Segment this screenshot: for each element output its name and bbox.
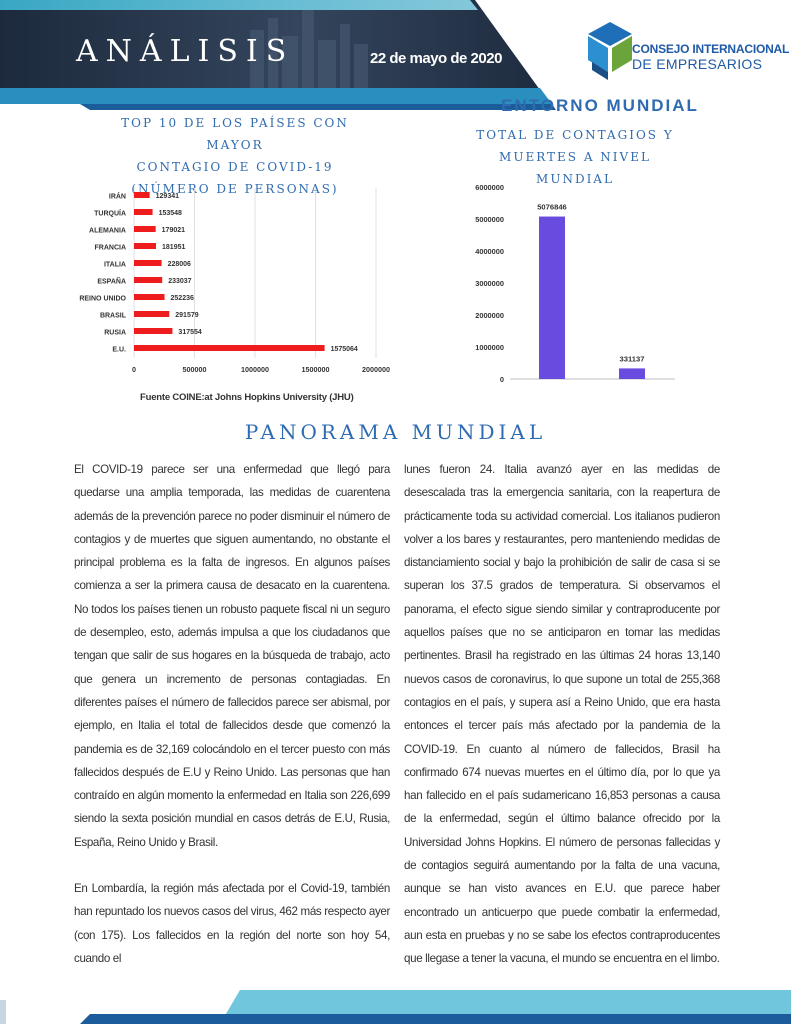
data-label: 331137 [620, 354, 645, 363]
x-tick-label: 2000000 [362, 365, 390, 374]
y-tick-label: 3000000 [475, 279, 504, 288]
y-tick-label: 6000000 [475, 183, 504, 192]
category-label: FRANCIA [95, 245, 127, 252]
data-label: 233037 [168, 278, 191, 285]
category-label: ALEMANIA [89, 228, 126, 235]
article-paragraph: En Lombardía, la región más afectada por… [74, 882, 390, 965]
left-chart-title-line: (NÚMERO DE PERSONAS) [131, 182, 339, 196]
category-label: IRÁN [109, 192, 126, 201]
chart-source-note: Fuente COINE:at Johns Hopkins University… [140, 392, 354, 403]
bar [134, 277, 163, 283]
bar [134, 294, 165, 300]
category-label: TURQUÍA [94, 209, 126, 218]
logo-mark-icon [588, 22, 632, 80]
bar [134, 243, 157, 249]
logo-text-line2: DE EMPRESARIOS [632, 56, 763, 72]
data-label: 181951 [162, 244, 185, 251]
logo: CONSEJO INTERNACIONAL DE EMPRESARIOS [584, 20, 789, 84]
right-chart-title: TOTAL DE CONTAGIOS Y MUERTES A NIVEL MUN… [460, 124, 690, 190]
x-tick-label: 1500000 [302, 365, 330, 374]
bar [134, 311, 170, 317]
global-cases-deaths-bar-chart: 0 1000000 2000000 3000000 4000000 5000000 6000… [475, 183, 675, 384]
bar [134, 345, 325, 351]
y-tick-label: 2000000 [475, 311, 504, 320]
right-chart-title-line: TOTAL DE CONTAGIOS Y [476, 128, 674, 142]
left-chart-title-line: CONTAGIO DE COVID-19 [136, 160, 334, 174]
y-tick-label: 4000000 [475, 247, 504, 256]
footer-banner [0, 990, 791, 1024]
data-label: 228006 [168, 261, 191, 268]
logo-text-line1: CONSEJO INTERNACIONAL [632, 42, 790, 56]
data-label: 1575064 [331, 346, 358, 353]
bar [619, 368, 645, 379]
bar [134, 192, 150, 198]
article-paragraph: lunes fueron 24. Italia avanzó ayer en l… [404, 463, 720, 966]
header-banner [0, 0, 556, 110]
x-tick-label: 500000 [183, 365, 207, 374]
entorno-mundial-heading: ENTORNO MUNDIAL [501, 96, 699, 115]
category-label: REINO UNIDO [79, 296, 126, 303]
data-label: 291579 [175, 312, 198, 319]
category-label: ITALIA [104, 262, 126, 269]
article-paragraph: El COVID-19 parece ser una enfermedad qu… [74, 463, 391, 849]
top10-countries-bar-chart: 0 500000 1000000 1500000 2000000 IRÁN 129341 TU… [79, 188, 390, 374]
bar [134, 260, 162, 266]
bar [134, 226, 156, 232]
data-label: 5076846 [537, 203, 567, 212]
panorama-mundial-heading: PANORAMA MUNDIAL [244, 420, 547, 444]
category-label: ESPAÑA [97, 277, 126, 286]
page-header-title: ANÁLISIS [76, 34, 295, 69]
x-tick-label: 1000000 [241, 365, 269, 374]
data-label: 252236 [171, 295, 194, 302]
y-tick-label: 5000000 [475, 215, 504, 224]
left-chart-title-line: TOP 10 DE LOS PAÍSES CON MAYOR [121, 116, 349, 152]
data-label: 179021 [162, 227, 185, 234]
category-label: RUSIA [104, 330, 126, 337]
data-label: 129341 [156, 193, 179, 200]
data-label: 153548 [159, 210, 182, 217]
category-label: E.U. [112, 347, 126, 354]
x-tick-label: 0 [132, 365, 136, 374]
left-chart-title: TOP 10 DE LOS PAÍSES CON MAYOR CONTAGIO … [90, 112, 380, 200]
right-chart-title-line: MUERTES A NIVEL MUNDIAL [499, 150, 651, 186]
header-date: 22 de mayo de 2020 [370, 50, 502, 67]
category-label: BRASIL [100, 313, 127, 320]
bar [539, 216, 565, 379]
bar [134, 209, 153, 215]
article-column-left: El COVID-19 parece ser una enfermedad qu… [74, 458, 390, 970]
article-column-right: lunes fueron 24. Italia avanzó ayer en l… [404, 458, 720, 971]
bar [134, 328, 173, 334]
data-label: 317554 [178, 329, 201, 336]
y-tick-label: 1000000 [475, 343, 504, 352]
y-tick-label: 0 [500, 375, 504, 384]
